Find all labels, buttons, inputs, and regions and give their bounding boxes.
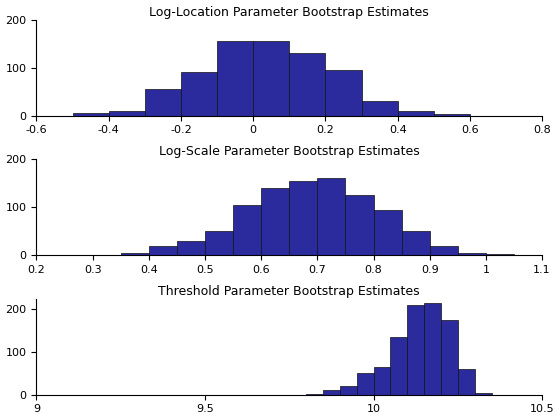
Bar	[73, 113, 109, 116]
Bar	[177, 241, 205, 255]
Bar	[486, 254, 514, 255]
Bar	[181, 73, 217, 116]
Bar	[261, 188, 290, 255]
Bar	[217, 41, 253, 116]
Bar	[109, 111, 145, 116]
Bar	[441, 320, 458, 395]
Title: Threshold Parameter Bootstrap Estimates: Threshold Parameter Bootstrap Estimates	[158, 285, 420, 298]
Title: Log-Location Parameter Bootstrap Estimates: Log-Location Parameter Bootstrap Estimat…	[150, 5, 429, 18]
Bar	[374, 210, 402, 255]
Bar	[323, 391, 340, 395]
Bar	[318, 178, 346, 255]
Bar	[398, 111, 434, 116]
Bar	[290, 181, 318, 255]
Bar	[290, 53, 325, 116]
Bar	[205, 231, 233, 255]
Bar	[149, 246, 177, 255]
Bar	[357, 373, 374, 395]
Bar	[145, 89, 181, 116]
Bar	[362, 101, 398, 116]
Bar	[407, 305, 424, 395]
Bar	[390, 337, 407, 395]
Bar	[424, 303, 441, 395]
Bar	[253, 41, 290, 116]
Bar	[430, 246, 458, 255]
Bar	[325, 70, 362, 116]
Bar	[306, 394, 323, 395]
Bar	[346, 195, 374, 255]
Bar	[434, 114, 470, 116]
Title: Log-Scale Parameter Bootstrap Estimates: Log-Scale Parameter Bootstrap Estimates	[159, 145, 419, 158]
Bar	[458, 369, 475, 395]
Bar	[374, 367, 390, 395]
Bar	[121, 253, 149, 255]
Bar	[402, 231, 430, 255]
Bar	[340, 386, 357, 395]
Bar	[233, 205, 261, 255]
Bar	[458, 253, 486, 255]
Bar	[475, 394, 492, 395]
